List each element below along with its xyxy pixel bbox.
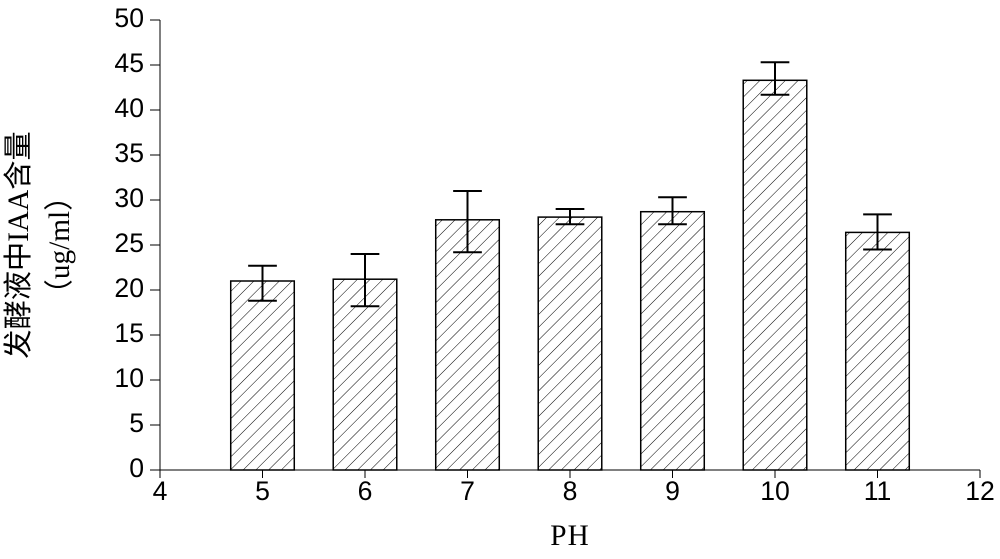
x-tick-label: 12: [965, 476, 995, 506]
x-tick-label: 6: [358, 476, 373, 506]
y-tick-label: 10: [114, 363, 144, 393]
plot-svg: 05101520253035404550456789101112: [0, 0, 1000, 559]
x-tick-label: 7: [460, 476, 475, 506]
x-tick-label: 8: [563, 476, 578, 506]
y-tick-label: 5: [129, 408, 144, 438]
y-tick-label: 40: [114, 93, 144, 123]
bar: [846, 232, 910, 470]
x-tick-label: 9: [665, 476, 680, 506]
chart-root: 发酵液中IAA含量 （ug/ml） PH 0510152025303540455…: [0, 0, 1000, 559]
x-tick-label: 11: [864, 476, 892, 506]
x-tick-label: 4: [153, 476, 168, 506]
bar: [333, 279, 397, 470]
bar: [436, 220, 500, 470]
bar: [641, 212, 705, 470]
y-tick-label: 25: [114, 228, 144, 258]
bar: [231, 281, 295, 470]
y-tick-label: 45: [114, 48, 144, 78]
x-tick-label: 10: [760, 476, 790, 506]
y-tick-label: 30: [114, 183, 144, 213]
y-tick-label: 15: [114, 318, 144, 348]
y-tick-label: 20: [114, 273, 144, 303]
y-tick-label: 50: [114, 3, 144, 33]
bar: [743, 80, 807, 470]
x-tick-label: 5: [255, 476, 270, 506]
y-tick-label: 0: [129, 453, 144, 483]
y-tick-label: 35: [114, 138, 144, 168]
bar: [538, 217, 602, 470]
